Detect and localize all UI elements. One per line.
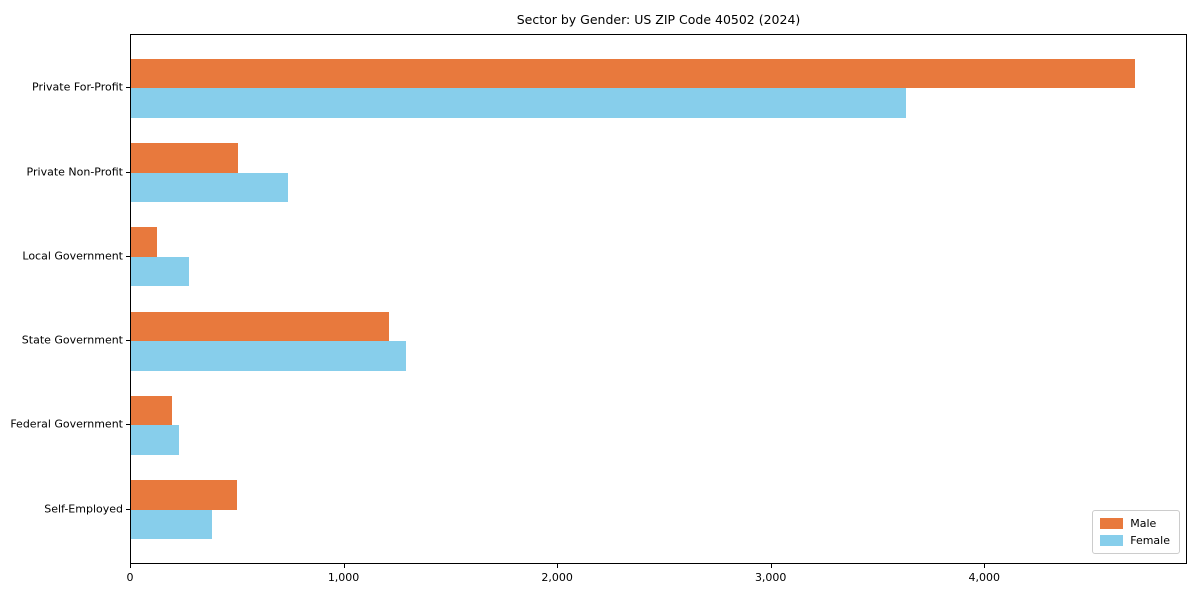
y-axis-label-private-for-profit: Private For-Profit [32,80,123,94]
x-tick-label: 1,000 [327,571,360,584]
x-tick-mark [984,564,985,568]
legend-item-male: Male [1100,517,1170,530]
y-tick-mark [126,340,130,341]
bar-male-federal-government [131,395,172,426]
y-axis-label-private-non-profit: Private Non-Profit [26,165,123,179]
x-tick-label: 2,000 [541,571,573,584]
bar-male-state-government [131,311,390,342]
x-tick-mark [344,564,345,568]
x-tick-label: 0 [126,571,134,584]
legend-swatch-female [1100,535,1124,546]
legend-label: Female [1130,534,1170,547]
y-tick-mark [126,256,130,257]
y-tick-mark [126,509,130,510]
bar-female-local-government [131,256,189,287]
x-tick-mark [557,564,558,568]
legend-swatch-male [1100,518,1124,529]
y-tick-mark [126,87,130,88]
bar-female-federal-government [131,425,180,455]
bar-female-self-employed [131,509,213,539]
x-tick-label: 3,000 [754,571,787,584]
y-axis-label-state-government: State Government [21,333,123,347]
bar-female-state-government [131,341,407,371]
x-tick-mark [771,564,772,568]
legend-label: Male [1130,517,1157,530]
bar-male-self-employed [131,480,237,510]
bar-female-private-non-profit [131,172,288,203]
bar-male-local-government [131,227,157,257]
legend-item-female: Female [1100,534,1170,547]
y-axis-label-self-employed: Self-Employed [44,502,123,516]
y-axis-label-federal-government: Federal Government [10,417,123,431]
plot-area: Male Female [130,34,1187,564]
y-tick-mark [126,172,130,173]
y-axis-label-local-government: Local Government [22,249,123,263]
chart-title: Sector by Gender: US ZIP Code 40502 (202… [516,12,801,27]
x-tick-label: 4,000 [968,571,1001,584]
legend: Male Female [1092,510,1180,554]
x-tick-mark [130,564,131,568]
y-tick-mark [126,424,130,425]
bar-male-private-non-profit [131,143,238,173]
bar-female-private-for-profit [131,88,907,118]
bar-male-private-for-profit [131,59,1135,89]
